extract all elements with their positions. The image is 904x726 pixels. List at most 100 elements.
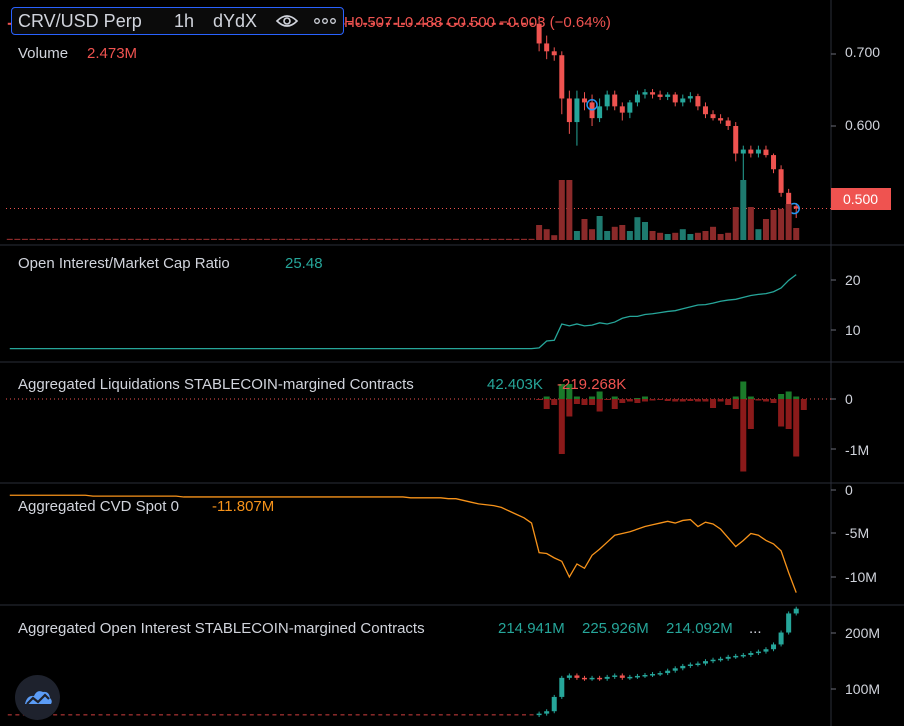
oi-candle — [763, 649, 769, 652]
oi-candle — [581, 677, 587, 680]
volume-bar — [778, 208, 785, 240]
volume-bar — [422, 238, 429, 240]
price-candle — [604, 94, 610, 107]
volume-bar — [384, 238, 391, 240]
volume-bar — [573, 231, 580, 240]
volume-bar — [747, 207, 754, 240]
liq-long-bar — [543, 396, 550, 399]
liq-title: Aggregated Liquidations STABLECOIN-margi… — [18, 376, 414, 393]
volume-bar — [505, 238, 512, 240]
oi-candle — [702, 661, 708, 664]
volume-bar — [135, 238, 142, 240]
liq-short-bar — [626, 399, 633, 402]
volume-bar — [452, 238, 459, 240]
liq-short-bar — [672, 399, 679, 402]
oi-candle — [325, 714, 330, 716]
exchange-label[interactable]: dYdX — [213, 11, 258, 31]
liq-short-bar — [573, 399, 580, 404]
volume-bar — [407, 238, 414, 240]
volume-bar — [490, 238, 497, 240]
liq-long-bar — [740, 381, 747, 399]
oi-candle — [469, 714, 474, 716]
liq-short-bar — [687, 399, 694, 401]
oi-candle — [378, 714, 383, 716]
volume-bar — [331, 238, 338, 240]
oi-title: Aggregated Open Interest STABLECOIN-marg… — [18, 620, 425, 637]
volume-bar — [44, 238, 51, 240]
volume-bar — [226, 238, 233, 240]
volume-bar — [14, 238, 21, 240]
oi-candle — [393, 714, 398, 716]
cvd-tick-3: -10M — [845, 569, 877, 585]
price-candle — [484, 22, 489, 25]
volume-bar — [460, 238, 467, 240]
volume-bar — [604, 231, 611, 240]
volume-bar — [241, 238, 248, 240]
oi-candle — [189, 714, 194, 716]
interval-label[interactable]: 1h — [174, 11, 195, 31]
volume-bar — [301, 238, 308, 240]
volume-bar — [21, 238, 28, 240]
liq-long-bar — [634, 398, 641, 399]
oi-candle — [665, 670, 671, 674]
volume-bar — [430, 238, 437, 240]
price-candle — [619, 106, 625, 113]
eye-icon[interactable] — [275, 12, 299, 35]
symbol-header-box[interactable] — [11, 7, 344, 35]
volume-bar — [127, 238, 134, 240]
price-candle — [529, 22, 534, 25]
oi-candle — [219, 714, 224, 716]
volume-bar — [513, 238, 520, 240]
volume-bar — [437, 238, 444, 240]
volume-bar — [165, 238, 172, 240]
more-icon[interactable] — [313, 14, 337, 33]
volume-bar — [702, 231, 709, 240]
volume-bar — [475, 238, 482, 240]
volume-bar — [112, 238, 119, 240]
price-candle — [469, 22, 474, 25]
volume-bar — [770, 210, 777, 240]
oi-candle — [416, 714, 421, 716]
oi-candle — [551, 696, 557, 712]
liq-short-bar — [679, 399, 686, 402]
ratio-tick-2: 10 — [845, 322, 861, 338]
volume-bar — [52, 238, 59, 240]
oi-candle — [544, 711, 550, 714]
tradingview-logo-icon[interactable] — [15, 675, 60, 720]
oi-candle — [771, 644, 777, 650]
volume-bar — [543, 229, 550, 240]
oi-candle — [332, 714, 337, 716]
volume-bar — [248, 238, 255, 240]
cvd-tick-2: -5M — [845, 525, 870, 541]
oi-candle — [680, 665, 686, 669]
price-candle — [642, 92, 648, 95]
oi-candle — [280, 714, 285, 716]
oi-candle — [151, 714, 156, 716]
liq-short-bar — [755, 399, 762, 401]
volume-bar — [657, 232, 664, 240]
oi-candle — [302, 714, 307, 716]
oi-candle — [53, 714, 58, 716]
liq-short-bar — [641, 399, 648, 402]
volume-bar — [89, 238, 96, 240]
symbol-name[interactable]: CRV/USD Perp — [18, 11, 142, 31]
volume-bar — [188, 238, 195, 240]
liq-short-bar — [717, 399, 724, 402]
price-candle — [733, 126, 739, 154]
liquidations-pane — [6, 381, 831, 472]
liq-short-bar — [732, 399, 739, 409]
volume-bar — [483, 238, 490, 240]
oi-candle — [566, 675, 572, 678]
oi-candle — [710, 659, 716, 662]
price-candle — [355, 22, 360, 25]
price-candle — [476, 22, 481, 25]
oi-candle — [423, 714, 428, 716]
volume-bar — [286, 238, 293, 240]
volume-bar — [142, 238, 149, 240]
open-interest-pane — [7, 606, 799, 718]
oi-value-2: 225.926M — [582, 620, 649, 637]
oi-ellipsis: ... — [749, 620, 762, 637]
price-candle — [771, 155, 777, 170]
volume-bar — [150, 238, 157, 240]
price-candle — [506, 22, 511, 25]
